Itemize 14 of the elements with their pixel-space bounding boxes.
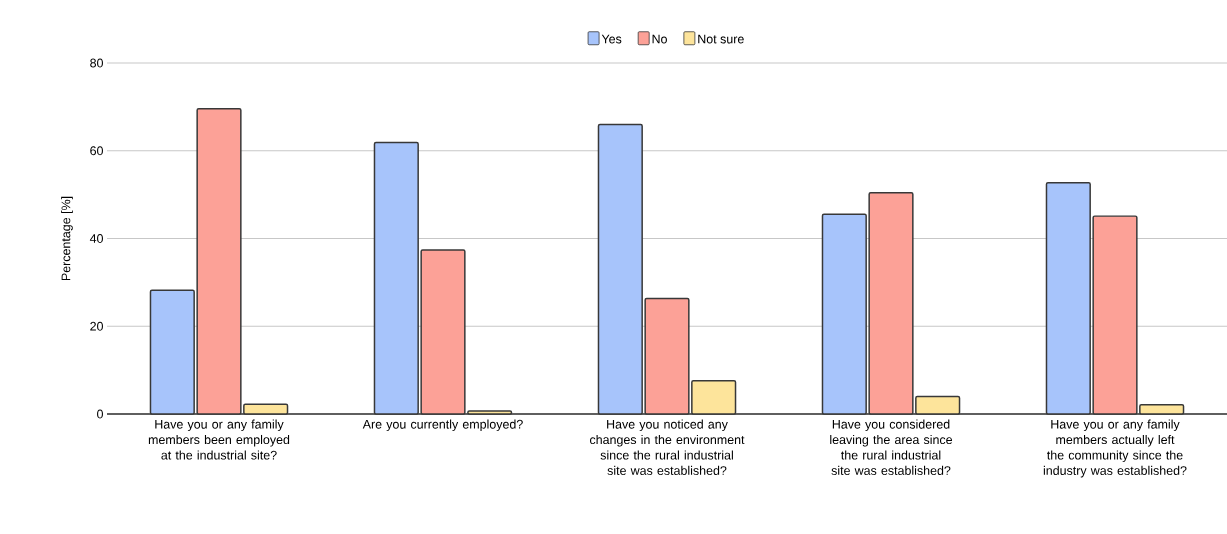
legend-label: Yes bbox=[601, 34, 622, 44]
x-tick-label: Have you or any family members been employed at the industrial site? bbox=[148, 419, 290, 460]
y-tick-label: 80 bbox=[90, 58, 103, 68]
x-tick-label: Are you currently employed? bbox=[362, 419, 523, 432]
legend-label: No bbox=[652, 34, 667, 44]
legend-label: Not sure bbox=[698, 34, 744, 44]
y-axis-title: Percentage [%] bbox=[61, 196, 73, 281]
y-tick-label: 20 bbox=[90, 321, 103, 331]
x-tick-label: Have you noticed any changes in the environment since the rural industrial site was established? bbox=[590, 419, 745, 475]
y-tick-label: 40 bbox=[89, 234, 103, 243]
x-tick-label: Have you or any family members actually left the community since the industry was established? bbox=[1043, 419, 1187, 478]
y-tick-label: 60 bbox=[90, 146, 103, 156]
y-tick-label: 0 bbox=[97, 409, 103, 419]
x-tick-label: Have you considered leaving the area since the rural industrial site was established? bbox=[830, 419, 953, 475]
